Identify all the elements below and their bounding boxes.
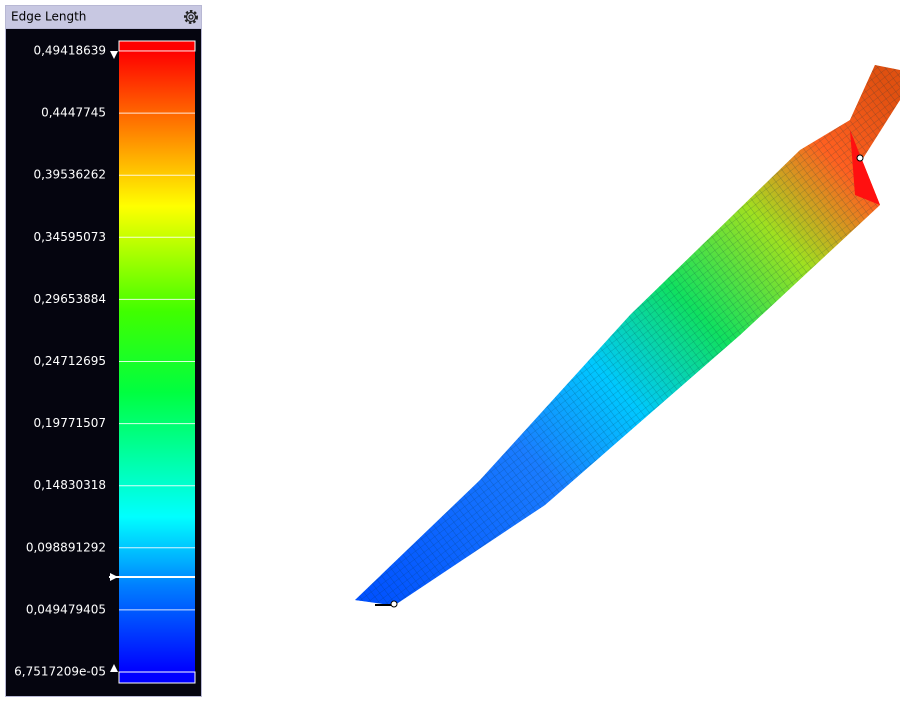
scale-label: 0,24712695 bbox=[33, 354, 106, 368]
scale-label: 0,14830318 bbox=[33, 478, 106, 492]
scale-label: 0,098891292 bbox=[26, 540, 106, 554]
scale-label: 0,49418639 bbox=[33, 44, 106, 58]
scale-label: 0,049479405 bbox=[26, 602, 106, 616]
above-range bbox=[119, 41, 195, 51]
viewer: Edge Length 0,49418639 0,4447745 0,3953626… bbox=[0, 0, 901, 697]
scalar-panel: Edge Length 0,49418639 0,4447745 0,3953626… bbox=[5, 5, 202, 697]
wing-grid bbox=[355, 65, 900, 605]
pivot-point bbox=[857, 155, 863, 161]
scale-label: 6,7517209e-05 bbox=[14, 665, 106, 679]
scale-label: 0,19771507 bbox=[33, 416, 106, 430]
scale-label: 0,39536262 bbox=[33, 168, 106, 182]
mesh-view bbox=[355, 65, 900, 607]
scale-label: 0,29653884 bbox=[33, 292, 106, 306]
scale-label: 0,4447745 bbox=[41, 106, 106, 120]
page: Edge Length 0,49418639 0,4447745 0,3953626… bbox=[0, 0, 901, 697]
panel-title: Edge Length bbox=[11, 10, 86, 24]
scale-label: 0,34595073 bbox=[33, 230, 106, 244]
below-range bbox=[119, 672, 195, 683]
pivot-point bbox=[391, 601, 397, 607]
